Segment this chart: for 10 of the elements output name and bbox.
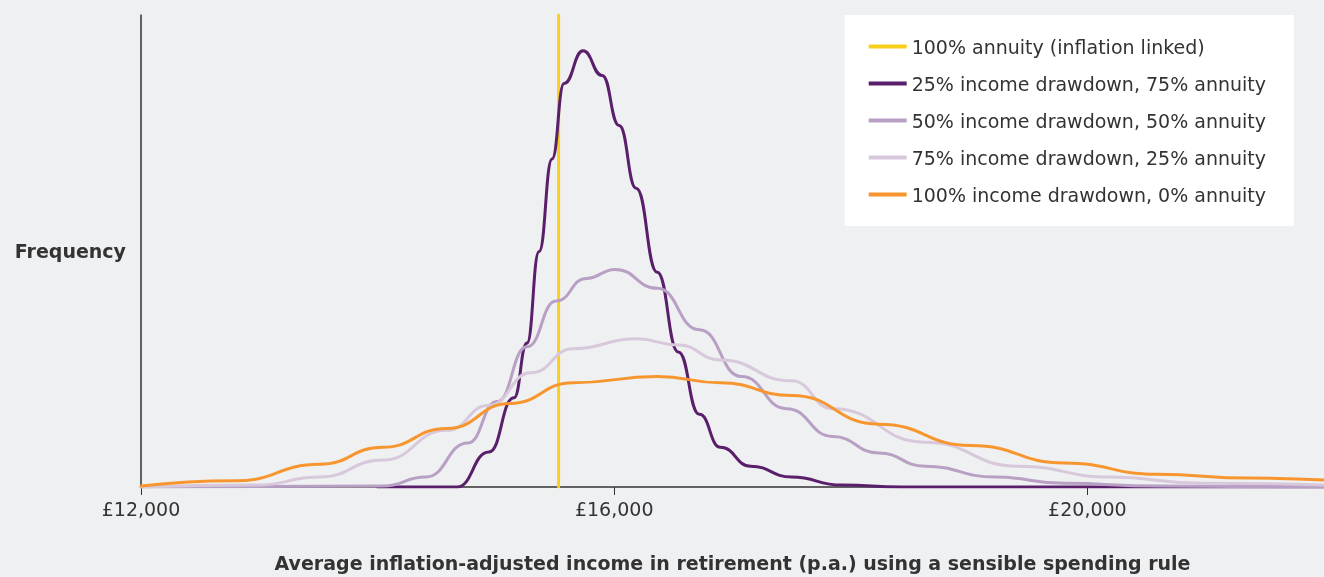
legend-label: 100% annuity (inflation linked) (911, 35, 1205, 58)
x-tick-label: £12,000 (101, 497, 181, 520)
legend-label: 75% income drawdown, 25% annuity (911, 146, 1266, 169)
x-tick-label: £20,000 (1048, 497, 1127, 520)
y-axis-title: Frequency (14, 240, 127, 262)
legend-label: 25% income drawdown, 75% annuity (911, 72, 1266, 95)
x-tick-label: £16,000 (574, 497, 654, 520)
legend-label: 100% income drawdown, 0% annuity (911, 183, 1266, 206)
legend-label: 50% income drawdown, 50% annuity (911, 109, 1266, 132)
x-axis-title: Average inflation-adjusted income in retirement (p.a.) using a sensible spending rule (274, 551, 1191, 574)
